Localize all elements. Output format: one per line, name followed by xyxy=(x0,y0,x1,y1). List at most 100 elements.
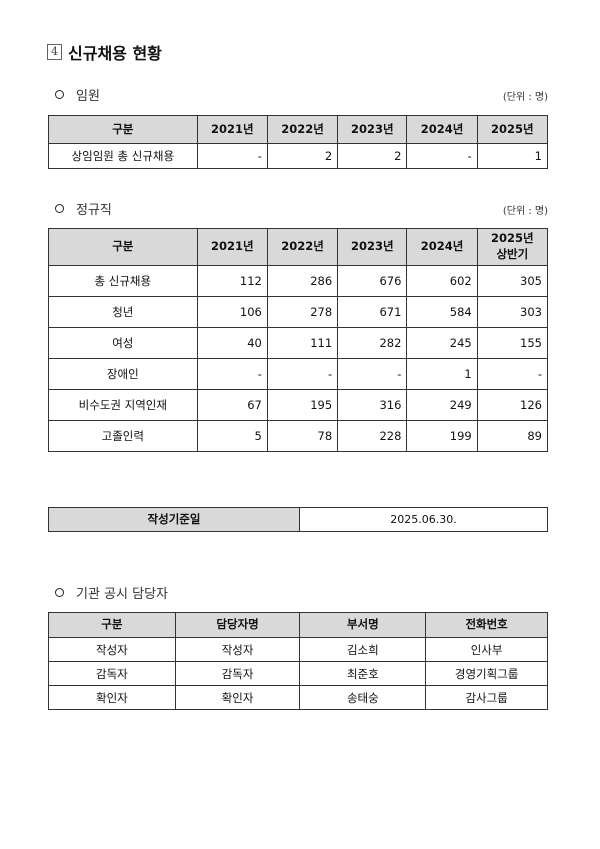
value-cell: 126 xyxy=(476,389,549,421)
value-cell: 278 xyxy=(266,296,339,328)
table-cell: 최준호 xyxy=(299,661,427,686)
table-row: 상임임원 총 신규채용 -2 2-1 xyxy=(48,143,549,169)
value-cell: 199 xyxy=(406,420,478,452)
page-title-text: 신규채용 현황 xyxy=(68,44,162,63)
table-row: 확인자 확인자 송태숭 감사그룹 xyxy=(48,685,548,710)
column-header: 2023년 xyxy=(337,115,408,144)
value-cell: 671 xyxy=(337,296,408,328)
table-cell: 작성자 xyxy=(48,637,176,662)
value-cell: - xyxy=(266,358,339,390)
value-cell: 2 xyxy=(266,143,339,169)
row-label: 청년 xyxy=(48,296,198,328)
column-header: 2025년 상반기 xyxy=(476,228,549,266)
table-row: 감독자 감독자 최준호 경영기획그룹 xyxy=(48,661,548,686)
section-number: 4 xyxy=(47,44,62,60)
value-cell: 40 xyxy=(196,327,268,359)
base-date-value: 2025.06.30. xyxy=(299,507,548,532)
header-row: 구분 2021년 2022년 2023년 2024년 2025년 xyxy=(48,115,549,144)
value-cell: 282 xyxy=(337,327,408,359)
column-header: 구분 xyxy=(48,115,198,144)
value-cell: 1 xyxy=(406,358,478,390)
row-label: 총 신규채용 xyxy=(48,265,198,297)
table-cell: 경영기획그룹 xyxy=(425,661,548,686)
value-cell: 106 xyxy=(196,296,268,328)
row-label: 여성 xyxy=(48,327,198,359)
circle-bullet-icon xyxy=(55,588,64,597)
table-row: 여성 40 111 282 245 155 xyxy=(48,327,549,359)
value-cell: 584 xyxy=(406,296,478,328)
circle-bullet-icon xyxy=(55,204,64,213)
row-label: 상임임원 총 신규채용 xyxy=(48,143,198,169)
value-cell: 78 xyxy=(266,420,339,452)
column-header: 2021년 xyxy=(196,228,268,266)
table-cell: 감사그룹 xyxy=(425,685,548,710)
value-cell: 245 xyxy=(406,327,478,359)
value-cell: - xyxy=(406,143,478,169)
table-row: 총 신규채용 112 286 676 602 305 xyxy=(48,265,549,297)
table-cell: 감독자 xyxy=(174,661,301,686)
contacts-table: 구분 담당자명 부서명 전화번호 작성자 작성자 김소희 인사부 감독자 감독자 최준호 경영기획그룹… xyxy=(48,612,548,710)
value-cell: 249 xyxy=(406,389,478,421)
value-cell: 228 xyxy=(337,420,408,452)
column-header: 2022년 xyxy=(266,228,339,266)
circle-bullet-icon xyxy=(55,90,64,99)
executives-table: 구분 2021년 2022년 2023년 2024년 2025년 상임임원 총 신규채용 -2… xyxy=(48,115,549,169)
table-row: 고졸인력 5 78 228 199 89 xyxy=(48,420,549,452)
value-cell: - xyxy=(337,358,408,390)
section-label: 기관 공시 담당자 xyxy=(76,587,168,602)
value-cell: 112 xyxy=(196,265,268,297)
table-row: 청년 106 278 671 584 303 xyxy=(48,296,549,328)
value-cell: 111 xyxy=(266,327,339,359)
table-row: 작성자 작성자 김소희 인사부 xyxy=(48,637,548,662)
value-cell: - xyxy=(196,143,268,169)
column-header: 2024년 xyxy=(406,115,478,144)
regular-table: 구분 2021년 2022년 2023년 2024년 2025년 상반기 총 신규채용 112… xyxy=(48,228,549,452)
value-cell: 316 xyxy=(337,389,408,421)
column-header: 부서명 xyxy=(299,612,427,638)
value-cell: 67 xyxy=(196,389,268,421)
column-header: 전화번호 xyxy=(425,612,548,638)
value-cell: 2 xyxy=(337,143,408,169)
column-header: 담당자명 xyxy=(174,612,301,638)
table-cell: 김소희 xyxy=(299,637,427,662)
value-cell: 89 xyxy=(476,420,549,452)
table-cell: 인사부 xyxy=(425,637,548,662)
column-header: 2022년 xyxy=(266,115,339,144)
section-label: 임원 xyxy=(76,89,100,104)
table-cell: 작성자 xyxy=(174,637,301,662)
column-header: 2023년 xyxy=(337,228,408,266)
table-row: 장애인 - - -1- xyxy=(48,358,549,390)
column-header: 구분 xyxy=(48,612,176,638)
value-cell: 305 xyxy=(476,265,549,297)
row-label: 비수도권 지역인재 xyxy=(48,389,198,421)
section-label: 정규직 xyxy=(76,203,112,218)
value-cell: 676 xyxy=(337,265,408,297)
section-contacts: 기관 공시 담당자 xyxy=(55,583,168,602)
column-header: 2024년 xyxy=(406,228,478,266)
base-date-table: 작성기준일 2025.06.30. xyxy=(48,507,548,532)
table-row: 비수도권 지역인재 67 195 316 249 126 xyxy=(48,389,549,421)
page-title: 4 신규채용 현황 xyxy=(47,40,162,64)
value-cell: 602 xyxy=(406,265,478,297)
value-cell: 5 xyxy=(196,420,268,452)
row-label: 고졸인력 xyxy=(48,420,198,452)
table-cell: 확인자 xyxy=(174,685,301,710)
value-cell: 1 xyxy=(476,143,549,169)
unit-label: (단위 : 명) xyxy=(502,206,548,217)
value-cell: 303 xyxy=(476,296,549,328)
column-header: 2025년 xyxy=(476,115,549,144)
table-cell: 송태숭 xyxy=(299,685,427,710)
row-label: 장애인 xyxy=(48,358,198,390)
column-header: 구분 xyxy=(48,228,198,266)
section-executives: 임원 xyxy=(55,85,100,104)
value-cell: - xyxy=(196,358,268,390)
table-cell: 확인자 xyxy=(48,685,176,710)
header-row: 구분 담당자명 부서명 전화번호 xyxy=(48,612,548,638)
table-cell: 감독자 xyxy=(48,661,176,686)
section-regular: 정규직 xyxy=(55,199,112,218)
value-cell: 195 xyxy=(266,389,339,421)
value-cell: 286 xyxy=(266,265,339,297)
value-cell: - xyxy=(476,358,549,390)
column-header: 2021년 xyxy=(196,115,268,144)
base-date-label: 작성기준일 xyxy=(48,507,300,532)
